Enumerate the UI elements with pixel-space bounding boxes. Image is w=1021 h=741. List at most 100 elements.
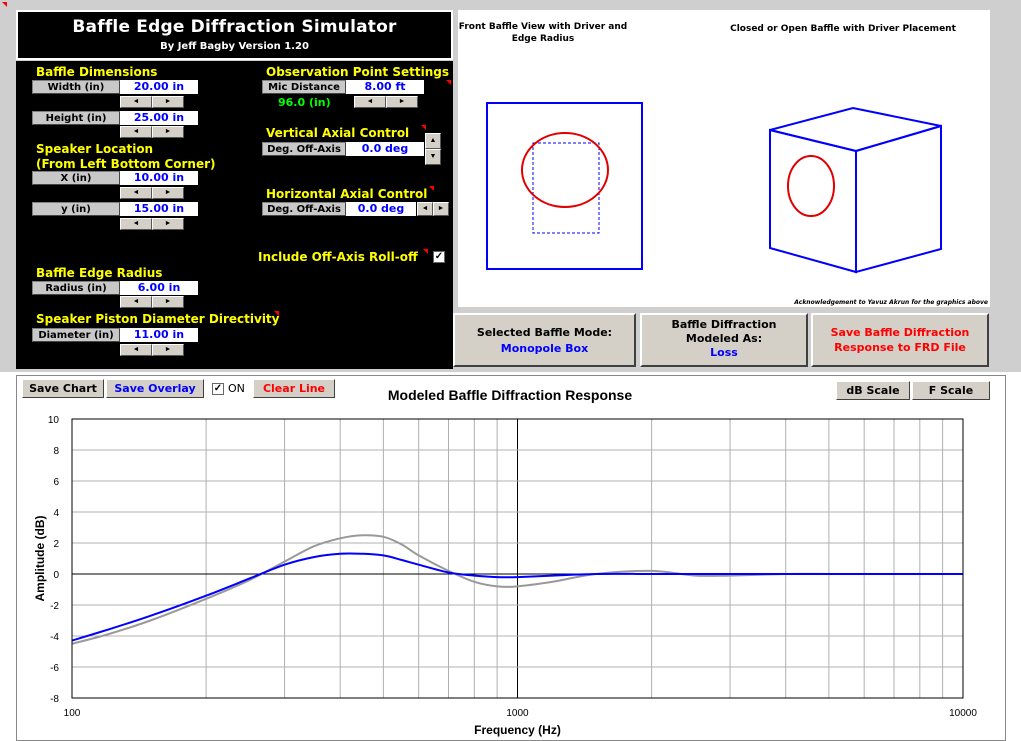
chart-panel — [16, 375, 1006, 741]
driver-circle — [521, 132, 609, 208]
comment-indicator — [421, 125, 426, 130]
tick-layer: 10 8 6 4 2 0 -2 -4 -6 -8 100 1000 10000 — [48, 415, 977, 719]
f-scale-button[interactable]: F Scale — [912, 381, 990, 400]
baffle-dimensions-header: Baffle Dimensions — [36, 65, 158, 79]
diameter-spinner[interactable]: ◄ ► — [120, 344, 184, 356]
vertical-off-axis-spinner[interactable]: ▲ ▼ — [425, 133, 441, 165]
chart-title: Modeled Baffle Diffraction Response — [387, 387, 633, 403]
speaker-location-header: Speaker Location — [36, 142, 154, 156]
radius-spinner[interactable]: ◄ ► — [120, 296, 184, 308]
box-top-face — [769, 106, 942, 153]
comment-indicator — [423, 249, 428, 254]
front-baffle-outline — [486, 102, 643, 270]
overlay-on-label: ON — [228, 382, 245, 395]
baffle-mode-box: Selected Baffle Mode: Monopole Box — [453, 313, 636, 367]
piston-header: Speaker Piston Diameter Directivity — [36, 312, 280, 326]
modeled-as-label-2: Modeled As: — [685, 332, 763, 345]
x-field[interactable]: 10.00 in — [120, 171, 198, 185]
diameter-field[interactable]: 11.00 in — [120, 328, 198, 342]
width-spinner[interactable]: ◄ ► — [120, 96, 184, 108]
comment-indicator — [274, 311, 279, 316]
x-tick-label: 1000 — [506, 708, 529, 719]
save-frd-button[interactable]: Save Baffle Diffraction Response to FRD … — [811, 313, 989, 367]
baffle-drawings — [486, 102, 942, 274]
y-spinner[interactable]: ◄ ► — [120, 218, 184, 230]
vertical-up-button[interactable]: ▲ — [425, 133, 441, 149]
x-label: X (in) — [32, 171, 120, 185]
width-field[interactable]: 20.00 in — [120, 80, 198, 94]
height-decrease-button[interactable]: ◄ — [120, 126, 152, 138]
radius-field[interactable]: 6.00 in — [120, 281, 198, 295]
graphics-panel: Front Baffle View with Driver and Edge R… — [458, 10, 990, 307]
observation-header: Observation Point Settings — [266, 65, 449, 79]
mic-distance-field[interactable]: 8.00 ft — [346, 80, 424, 94]
mic-decrease-button[interactable]: ◄ — [354, 96, 386, 108]
horizontal-right-button[interactable]: ► — [433, 202, 449, 216]
save-chart-button[interactable]: Save Chart — [22, 379, 104, 398]
modeled-as-label-1: Baffle Diffraction — [671, 318, 777, 331]
diameter-increase-button[interactable]: ► — [152, 344, 184, 356]
y-decrease-button[interactable]: ◄ — [120, 218, 152, 230]
box-front-face — [769, 128, 857, 274]
horizontal-off-axis-field[interactable]: 0.0 deg — [346, 202, 416, 216]
x-decrease-button[interactable]: ◄ — [120, 187, 152, 199]
horizontal-off-axis-spinner[interactable]: ◄ ► — [417, 202, 449, 216]
y-axis-label: Amplitude (dB) — [33, 516, 47, 602]
save-frd-label-1: Save Baffle Diffraction — [830, 326, 970, 339]
radius-label: Radius (in) — [32, 281, 120, 295]
width-increase-button[interactable]: ► — [152, 96, 184, 108]
width-label: Width (in) — [32, 80, 120, 94]
comment-indicator — [429, 186, 434, 191]
y-tick-label: 2 — [53, 539, 59, 550]
y-tick-label: -2 — [50, 601, 59, 612]
comment-indicator — [446, 80, 451, 85]
box-baffle-drawing — [769, 106, 942, 274]
diameter-decrease-button[interactable]: ◄ — [120, 344, 152, 356]
front-view-caption: Front Baffle View with Driver and Edge R… — [458, 22, 628, 44]
horizontal-left-button[interactable]: ◄ — [417, 202, 433, 216]
horizontal-axial-header: Horizontal Axial Control — [266, 187, 428, 201]
x-axis-label: Frequency (Hz) — [474, 723, 561, 737]
height-increase-button[interactable]: ► — [152, 126, 184, 138]
y-tick-label: 8 — [53, 446, 59, 457]
y-increase-button[interactable]: ► — [152, 218, 184, 230]
speaker-location-subheader: (From Left Bottom Corner) — [36, 157, 216, 171]
rolloff-checkbox[interactable]: ✓ — [433, 251, 445, 263]
height-spinner[interactable]: ◄ ► — [120, 126, 184, 138]
vertical-off-axis-label: Deg. Off-Axis — [262, 142, 346, 156]
app-title-box: Baffle Edge Diffraction Simulator By Jef… — [16, 10, 453, 60]
box-view-caption: Closed or Open Baffle with Driver Placem… — [730, 24, 956, 34]
y-tick-label: -4 — [50, 632, 59, 643]
modeled-as-value: Loss — [710, 346, 738, 359]
mic-distance-label: Mic Distance — [262, 80, 346, 94]
radius-decrease-button[interactable]: ◄ — [120, 296, 152, 308]
width-decrease-button[interactable]: ◄ — [120, 96, 152, 108]
modeled-as-box: Baffle Diffraction Modeled As: Loss — [640, 313, 808, 367]
box-driver-circle — [787, 155, 835, 217]
y-field[interactable]: 15.00 in — [120, 202, 198, 216]
y-tick-label: 4 — [53, 508, 59, 519]
acknowledgement: Acknowledgement to Yavuz Akrun for the g… — [794, 299, 988, 306]
mic-increase-button[interactable]: ► — [386, 96, 418, 108]
app-subtitle: By Jeff Bagby Version 1.20 — [160, 41, 309, 52]
y-tick-label: 10 — [48, 415, 60, 426]
vertical-off-axis-field[interactable]: 0.0 deg — [346, 142, 424, 156]
overlay-on-checkbox[interactable]: ✓ — [212, 383, 224, 395]
vertical-down-button[interactable]: ▼ — [425, 149, 441, 165]
mic-distance-spinner[interactable]: ◄ ► — [354, 96, 418, 108]
x-increase-button[interactable]: ► — [152, 187, 184, 199]
baffle-mode-value: Monopole Box — [500, 342, 589, 355]
save-overlay-button[interactable]: Save Overlay — [106, 379, 204, 398]
save-frd-label-2: Response to FRD File — [834, 341, 966, 354]
radius-increase-button[interactable]: ► — [152, 296, 184, 308]
clear-line-button[interactable]: Clear Line — [253, 379, 335, 398]
comment-indicator — [2, 2, 7, 7]
x-spinner[interactable]: ◄ ► — [120, 187, 184, 199]
rolloff-label: Include Off-Axis Roll-off — [258, 250, 418, 264]
response-chart: 10 8 6 4 2 0 -2 -4 -6 -8 100 1000 10000 Frequency (H… — [33, 415, 977, 737]
height-field[interactable]: 25.00 in — [120, 111, 198, 125]
controls-panel: Baffle Dimensions Width (in) 20.00 in ◄ … — [16, 61, 453, 369]
vertical-axial-header: Vertical Axial Control — [266, 126, 410, 140]
plot-frame — [71, 418, 964, 699]
db-scale-button[interactable]: dB Scale — [836, 381, 910, 400]
